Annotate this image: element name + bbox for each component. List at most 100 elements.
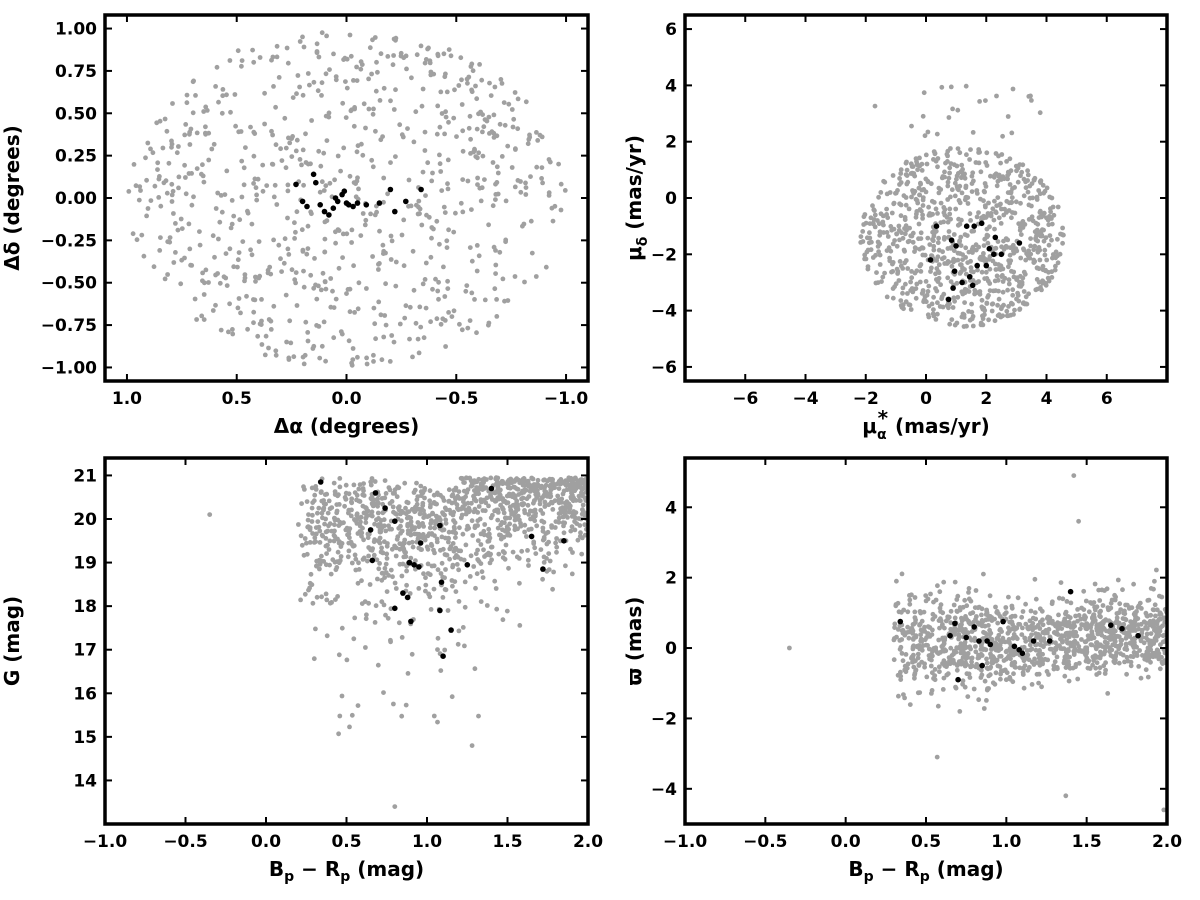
field-star-point [871,221,876,227]
field-star-point [923,593,929,598]
field-star-point [155,160,161,166]
field-star-point [572,527,578,533]
field-star-point [1156,632,1162,638]
field-star-point [314,41,320,47]
field-star-point [563,563,568,569]
field-star-point [281,260,287,266]
field-star-point [449,694,455,700]
member-star-point [978,220,985,227]
field-star-point [939,294,945,300]
field-star-point [333,74,339,79]
field-star-point [1052,267,1058,273]
field-star-point [326,110,332,116]
field-star-point [336,560,342,566]
field-star-point [896,278,902,283]
field-star-point [421,524,426,529]
field-star-point [1050,599,1055,605]
field-star-point [1122,611,1128,617]
field-star-point [1025,172,1031,178]
field-star-point [566,475,572,481]
field-star-point [494,164,500,170]
field-star-point [166,160,172,166]
field-star-point [884,206,889,212]
field-star-point [511,116,517,122]
field-star-point [317,540,323,545]
field-star-point [435,288,441,294]
field-star-point [447,507,452,513]
field-star-point [1079,637,1084,642]
field-star-point [358,233,364,239]
field-star-point [973,160,979,165]
field-star-point [347,32,353,38]
field-star-point [422,537,428,543]
field-star-point [235,257,241,263]
field-star-point [911,643,916,649]
field-star-point [413,320,419,326]
field-star-point [946,115,952,120]
field-star-point [926,633,931,638]
field-star-point [222,192,228,198]
field-star-point [301,268,306,274]
field-star-point [478,499,484,505]
member-star-point [392,208,398,215]
field-star-point [963,656,969,661]
field-star-point [418,547,424,552]
field-star-point [173,221,178,226]
field-star-point [441,51,447,57]
field-star-point [370,111,376,117]
field-stars [787,473,1167,813]
field-star-point [407,304,413,310]
field-star-point [410,354,415,360]
field-star-point [890,269,896,274]
field-star-point [936,637,942,643]
field-star-point [278,256,283,262]
y-tick-label: 0 [665,639,677,659]
field-star-point [422,60,428,66]
field-star-point [1097,613,1102,619]
field-star-point [1112,638,1117,643]
field-star-point [554,544,560,550]
field-star-point [285,182,291,188]
field-star-point [521,501,527,507]
field-star-point [552,525,558,530]
field-star-point [359,578,364,584]
field-star-point [327,67,332,72]
field-star-point [1000,133,1005,139]
field-star-point [910,239,916,245]
field-star-point [285,215,290,221]
field-star-point [349,240,354,245]
x-axis-label: μα* (mas/yr) [862,406,990,443]
field-star-point [381,199,386,205]
field-star-point [440,546,446,552]
field-star-point [380,242,386,248]
field-star-point [431,563,437,569]
field-star-point [396,525,402,531]
field-star-point [925,235,931,241]
field-star-point [958,622,964,627]
field-star-point [923,152,929,158]
field-star-point [1083,598,1089,604]
field-star-point [346,338,352,344]
field-star-point [1049,221,1055,227]
field-star-point [1088,600,1093,605]
member-star-point [392,518,398,524]
field-star-point [388,160,393,166]
field-star-point [957,150,963,156]
field-star-point [1137,648,1142,653]
field-star-point [380,550,386,556]
field-star-point [191,194,196,200]
field-star-point [1107,649,1113,654]
field-star-point [274,43,280,49]
member-star-point [448,627,454,633]
field-star-point [364,286,369,291]
field-star-point [495,495,501,500]
field-star-point [1021,289,1027,294]
field-star-point [967,211,973,217]
field-star-point [1029,98,1034,103]
field-star-point [1135,616,1141,621]
field-star-point [425,533,431,539]
field-star-point [477,185,483,191]
field-star-point [224,92,229,98]
field-star-point [239,194,245,200]
field-star-point [1005,114,1011,119]
